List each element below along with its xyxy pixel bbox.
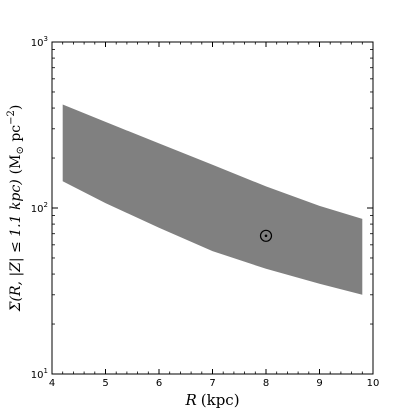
y-axis-label-unit-close: ) xyxy=(8,105,24,110)
x-axis-label-var: R xyxy=(184,391,196,409)
x-tick-label: 9 xyxy=(316,378,322,389)
x-tick-label: 4 xyxy=(49,378,55,389)
sun-marker-ring xyxy=(259,229,273,242)
y-axis-label-unit-rest: pc xyxy=(8,125,24,146)
x-tick-label: 6 xyxy=(156,378,162,389)
x-axis-ticks: 4 5 6 7 8 9 10 xyxy=(49,42,380,389)
x-tick-label: 10 xyxy=(367,378,380,389)
uncertainty-band xyxy=(62,104,363,295)
y-tick-label: 102 xyxy=(31,201,48,215)
y-axis-label: Σ(R, |Z| ≤ 1.1 kpc) (M⊙ pc−2) xyxy=(6,105,26,313)
y-axis-label-unit-sub: ⊙ xyxy=(15,146,26,154)
y-tick-label: 103 xyxy=(31,35,48,49)
y-axis-label-var: Σ(R, |Z| ≤ 1.1 kpc) xyxy=(8,179,24,312)
sun-marker-dot xyxy=(264,234,268,238)
band-layer xyxy=(62,104,363,295)
y-axis-label-unit-sup: −2 xyxy=(6,110,17,125)
x-tick-label: 7 xyxy=(209,378,215,389)
marker-layer xyxy=(259,229,273,242)
x-tick-label: 5 xyxy=(102,378,108,389)
x-tick-label: 8 xyxy=(263,378,269,389)
x-axis-label-unit: (kpc) xyxy=(201,391,240,409)
x-axis-label: R (kpc) xyxy=(184,391,239,409)
y-tick-label: 101 xyxy=(31,367,48,381)
y-axis-label-unit: (M xyxy=(8,155,24,175)
y-axis-ticks: 101 102 103 xyxy=(31,35,373,381)
